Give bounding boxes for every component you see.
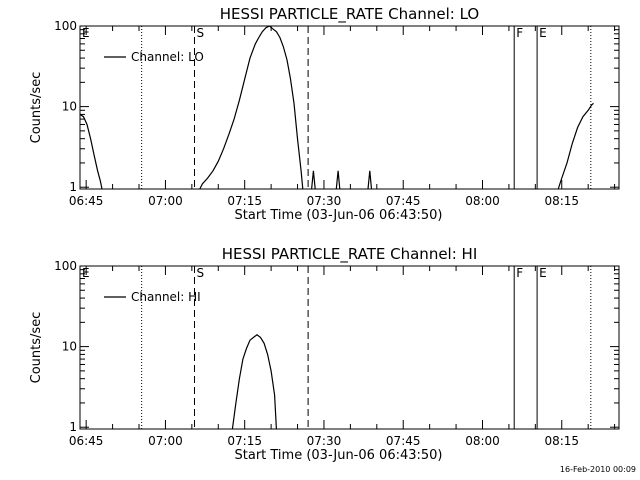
x-tick-label: 08:15 (544, 434, 579, 448)
x-tick-label: 07:30 (307, 194, 342, 208)
y-tick-label: 100 (54, 259, 77, 273)
x-tick-label: 07:00 (148, 194, 183, 208)
annotation-marker: E (82, 26, 90, 40)
legend-label: Channel: HI (131, 290, 201, 304)
x-tick-label: 06:45 (69, 434, 104, 448)
x-tick-label: 07:30 (307, 434, 342, 448)
plot-frame (79, 265, 620, 430)
x-tick-label: 07:00 (148, 434, 183, 448)
legend-label: Channel: LO (131, 50, 204, 64)
series-line (231, 334, 277, 429)
x-tick-label: 07:45 (386, 194, 421, 208)
x-tick-label: 07:15 (227, 194, 262, 208)
y-tick-label: 100 (54, 19, 77, 33)
x-tick-label: 06:45 (69, 194, 104, 208)
x-tick-label: 08:15 (544, 194, 579, 208)
x-tick-label: 08:00 (465, 194, 500, 208)
x-tick-label: 07:15 (227, 434, 262, 448)
date-stamp: 16-Feb-2010 00:09 (559, 465, 636, 474)
y-axis-label: Counts/sec (29, 72, 44, 144)
y-tick-label: 1 (69, 420, 77, 434)
x-tick-label: 07:45 (386, 434, 421, 448)
y-axis-label: Counts/sec (29, 312, 44, 384)
x-axis-label: Start Time (03-Jun-06 06:43:50) (235, 448, 443, 463)
annotation-marker: F (516, 26, 523, 40)
annotation-marker: E (539, 266, 547, 280)
annotation-marker: S (196, 266, 204, 280)
y-tick-label: 10 (62, 340, 77, 354)
annotation-marker: F (516, 266, 523, 280)
plot-frame (79, 25, 620, 190)
chart-panel-1: HESSI PARTICLE_RATE Channel: HI 1 10 100 06:… (29, 245, 620, 463)
chart-title: HESSI PARTICLE_RATE Channel: HI (222, 245, 478, 264)
annotation-marker: E (82, 266, 90, 280)
annotation-marker: E (539, 26, 547, 40)
chart-panel-0: HESSI PARTICLE_RATE Channel: LO 1 10 100 06:… (29, 5, 620, 223)
x-axis-label: Start Time (03-Jun-06 06:43:50) (235, 208, 443, 223)
annotation-marker: S (196, 26, 204, 40)
x-tick-label: 08:00 (465, 434, 500, 448)
chart-title: HESSI PARTICLE_RATE Channel: LO (220, 5, 479, 24)
series-line (80, 26, 594, 189)
y-tick-label: 10 (62, 100, 77, 114)
y-tick-label: 1 (69, 180, 77, 194)
